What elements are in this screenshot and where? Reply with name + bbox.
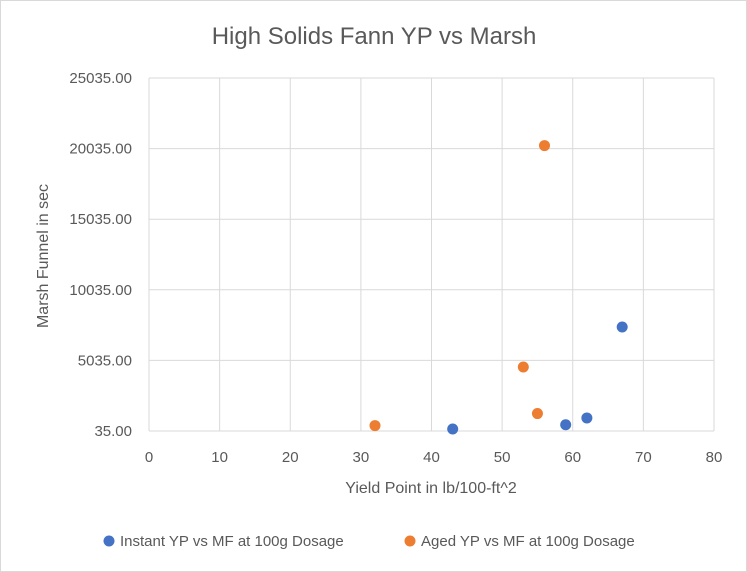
y-tick-label: 15035.00 <box>69 211 132 228</box>
y-tick-label: 25035.00 <box>69 70 132 87</box>
data-points <box>369 140 628 435</box>
x-tick-label: 0 <box>145 449 153 466</box>
tick-labels: 0 10 20 30 40 50 60 70 80 35.00 5035.00 10035.00 150… <box>69 70 722 466</box>
legend: Instant YP vs MF at 100g Dosage Aged YP v… <box>103 533 635 550</box>
legend-label-series-2: Aged YP vs MF at 100g Dosage <box>421 533 635 550</box>
x-tick-label: 70 <box>635 449 652 466</box>
x-tick-label: 30 <box>353 449 370 466</box>
chart-title: High Solids Fann YP vs Marsh <box>212 23 537 50</box>
data-point-series-1 <box>560 419 572 431</box>
grid-lines <box>148 77 715 432</box>
data-point-series-2 <box>539 140 550 152</box>
x-tick-label: 80 <box>706 449 723 466</box>
x-tick-label: 10 <box>211 449 228 466</box>
y-tick-label: 10035.00 <box>69 282 132 299</box>
x-tick-label: 50 <box>494 449 511 466</box>
y-tick-label: 20035.00 <box>69 141 132 158</box>
data-point-series-1 <box>581 412 593 424</box>
legend-marker-series-2 <box>404 535 416 547</box>
x-tick-label: 40 <box>423 449 440 466</box>
data-point-series-1 <box>447 423 459 435</box>
legend-marker-series-1 <box>103 535 115 547</box>
data-point-series-2 <box>531 408 543 420</box>
y-tick-label: 35.00 <box>94 423 132 440</box>
x-tick-label: 60 <box>564 449 581 466</box>
x-tick-label: 20 <box>282 449 299 466</box>
data-point-series-2 <box>517 361 529 373</box>
x-axis-title: Yield Point in lb/100-ft^2 <box>345 480 517 497</box>
data-point-series-2 <box>369 420 381 432</box>
y-tick-label: 5035.00 <box>78 352 132 369</box>
data-point-series-1 <box>616 321 628 333</box>
y-axis-title: Marsh Funnel in sec <box>35 184 52 328</box>
legend-label-series-1: Instant YP vs MF at 100g Dosage <box>120 533 344 550</box>
